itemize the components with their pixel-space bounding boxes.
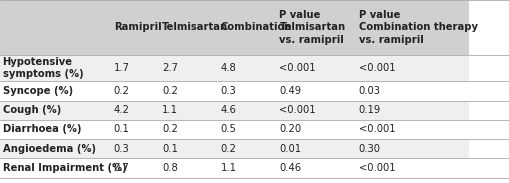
Bar <box>158 55 216 81</box>
Bar <box>109 101 158 120</box>
Text: Angioedema (%): Angioedema (%) <box>3 144 95 154</box>
Text: Ramipril: Ramipril <box>114 23 161 32</box>
Text: <0.001: <0.001 <box>358 124 394 135</box>
Text: 0.8: 0.8 <box>162 163 178 173</box>
Bar <box>0 139 109 158</box>
Bar <box>158 81 216 101</box>
Text: P value
Combination therapy
vs. ramipril: P value Combination therapy vs. ramipril <box>358 10 476 45</box>
Text: 2.7: 2.7 <box>162 63 178 73</box>
Bar <box>109 55 158 81</box>
Bar <box>109 0 158 55</box>
Bar <box>354 81 468 101</box>
Bar <box>275 101 354 120</box>
Text: <0.001: <0.001 <box>358 63 394 73</box>
Text: 0.01: 0.01 <box>279 144 301 154</box>
Text: P value
Telmisartan
vs. ramipril: P value Telmisartan vs. ramipril <box>279 10 345 45</box>
Bar <box>354 55 468 81</box>
Bar <box>275 139 354 158</box>
Bar <box>275 0 354 55</box>
Text: 4.2: 4.2 <box>114 105 129 115</box>
Text: 4.8: 4.8 <box>220 63 236 73</box>
Bar <box>216 158 275 178</box>
Bar <box>158 120 216 139</box>
Bar <box>158 139 216 158</box>
Bar <box>109 120 158 139</box>
Bar <box>109 139 158 158</box>
Text: Renal Impairment (%): Renal Impairment (%) <box>3 163 126 173</box>
Bar <box>275 158 354 178</box>
Bar <box>216 120 275 139</box>
Text: Cough (%): Cough (%) <box>3 105 61 115</box>
Bar <box>216 81 275 101</box>
Bar <box>158 158 216 178</box>
Text: Syncope (%): Syncope (%) <box>3 86 73 96</box>
Text: 0.3: 0.3 <box>220 86 236 96</box>
Bar <box>0 55 109 81</box>
Text: 0.5: 0.5 <box>220 124 236 135</box>
Bar <box>354 158 468 178</box>
Text: 0.20: 0.20 <box>279 124 301 135</box>
Text: 0.2: 0.2 <box>220 144 236 154</box>
Bar <box>275 81 354 101</box>
Bar <box>158 0 216 55</box>
Text: <0.001: <0.001 <box>279 63 316 73</box>
Text: 0.2: 0.2 <box>114 86 129 96</box>
Text: 0.49: 0.49 <box>279 86 301 96</box>
Bar <box>0 158 109 178</box>
Text: 0.1: 0.1 <box>162 144 178 154</box>
Bar <box>0 81 109 101</box>
Bar <box>354 139 468 158</box>
Text: 0.46: 0.46 <box>279 163 301 173</box>
Text: 0.7: 0.7 <box>114 163 129 173</box>
Text: 0.30: 0.30 <box>358 144 380 154</box>
Text: 1.1: 1.1 <box>162 105 178 115</box>
Bar <box>0 0 109 55</box>
Text: 4.6: 4.6 <box>220 105 236 115</box>
Text: Combination: Combination <box>220 23 292 32</box>
Bar <box>275 120 354 139</box>
Text: <0.001: <0.001 <box>279 105 316 115</box>
Text: Hypotensive
symptoms (%): Hypotensive symptoms (%) <box>3 57 83 79</box>
Text: Telmisartan: Telmisartan <box>162 23 228 32</box>
Bar <box>216 139 275 158</box>
Text: <0.001: <0.001 <box>358 163 394 173</box>
Text: 0.2: 0.2 <box>162 86 178 96</box>
Bar <box>109 81 158 101</box>
Text: 0.2: 0.2 <box>162 124 178 135</box>
Bar <box>354 101 468 120</box>
Text: 0.3: 0.3 <box>114 144 129 154</box>
Text: 1.1: 1.1 <box>220 163 236 173</box>
Text: Diarrhoea (%): Diarrhoea (%) <box>3 124 81 135</box>
Text: 0.1: 0.1 <box>114 124 129 135</box>
Bar <box>0 120 109 139</box>
Bar <box>216 101 275 120</box>
Bar <box>354 0 468 55</box>
Bar <box>216 0 275 55</box>
Bar <box>275 55 354 81</box>
Bar <box>158 101 216 120</box>
Text: 0.19: 0.19 <box>358 105 380 115</box>
Bar <box>354 120 468 139</box>
Bar <box>0 101 109 120</box>
Bar <box>216 55 275 81</box>
Text: 1.7: 1.7 <box>114 63 129 73</box>
Bar <box>109 158 158 178</box>
Text: 0.03: 0.03 <box>358 86 380 96</box>
